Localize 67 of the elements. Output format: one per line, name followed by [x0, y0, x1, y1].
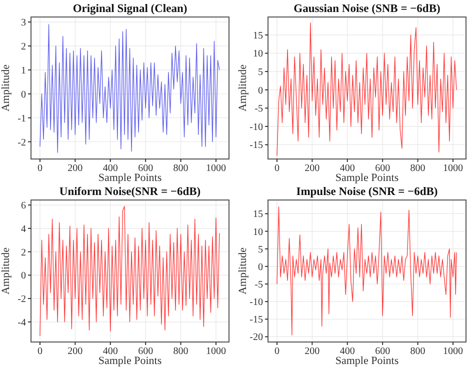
- y-axis-title: Amplitude: [0, 247, 12, 295]
- chart-title: Original Signal (Clean): [72, 3, 188, 15]
- y-tick-label: 0: [258, 85, 263, 96]
- x-tick-label: 0: [274, 346, 280, 357]
- x-tick-label: 1000: [206, 346, 226, 357]
- line-series: [40, 24, 220, 153]
- x-tick-label: 200: [68, 163, 83, 174]
- x-tick-label: 800: [173, 346, 188, 357]
- y-tick-label: 3: [21, 18, 26, 29]
- x-axis-title: Sample Points: [335, 355, 399, 367]
- y-tick-label: 10: [253, 226, 263, 238]
- x-tick-label: 400: [102, 346, 118, 357]
- y-tick-label: 4: [21, 224, 26, 235]
- y-tick-label: 10: [253, 48, 263, 60]
- y-tick-label: 0: [21, 89, 26, 100]
- x-tick-label: 600: [375, 163, 390, 174]
- y-tick-label: 2: [21, 247, 26, 258]
- x-tick-label: 200: [68, 346, 83, 357]
- x-tick-label: 0: [37, 163, 42, 174]
- y-tick-label: 0: [258, 262, 263, 273]
- chart-title: Impulse Noise (SNR = −6dB): [296, 186, 438, 198]
- y-tick-label: -5: [254, 280, 263, 291]
- y-tick-label: -20: [250, 332, 263, 344]
- x-axis-title: Sample Points: [98, 172, 162, 184]
- y-tick-label: 5: [258, 67, 263, 78]
- chart-title: Uniform Noise(SNR = −6dB): [59, 186, 201, 198]
- x-tick-label: 800: [410, 346, 426, 357]
- x-axis-title: Sample Points: [98, 355, 162, 367]
- y-tick-label: -15: [250, 140, 263, 152]
- chart-title: Gaussian Noise (SNB = −6dB): [294, 3, 440, 15]
- y-tick-label: -10: [250, 122, 263, 133]
- y-tick-label: 15: [253, 209, 263, 220]
- y-tick-label: -2: [18, 294, 26, 306]
- x-tick-label: 0: [274, 163, 280, 174]
- x-tick-label: 800: [173, 163, 188, 174]
- y-tick-label: -5: [254, 104, 263, 115]
- y-tick-label: -2: [18, 137, 26, 148]
- y-axis-title: Amplitude: [237, 247, 249, 295]
- y-tick-label: -15: [250, 314, 263, 326]
- y-tick-label: -10: [250, 297, 263, 308]
- x-tick-label: 800: [410, 163, 426, 174]
- x-tick-label: 1000: [442, 163, 463, 174]
- x-tick-label: 400: [340, 346, 355, 357]
- y-axis-title: Amplitude: [237, 64, 249, 112]
- x-tick-label: 600: [375, 346, 390, 357]
- y-axis-title: Amplitude: [0, 64, 12, 112]
- x-tick-label: 1000: [442, 346, 463, 357]
- y-tick-label: 6: [21, 200, 26, 212]
- y-tick-label: 0: [21, 270, 26, 282]
- x-tick-label: 200: [304, 163, 320, 174]
- y-tick-label: -4: [18, 317, 26, 328]
- line-series: [276, 206, 457, 336]
- x-tick-label: 0: [37, 346, 42, 357]
- x-tick-label: 200: [304, 346, 320, 357]
- line-series: [40, 206, 220, 336]
- y-tick-label: -1: [18, 113, 26, 124]
- line-series: [276, 22, 457, 156]
- x-tick-label: 1000: [206, 163, 226, 174]
- x-tick-label: 400: [340, 163, 355, 174]
- y-tick-label: 2: [21, 41, 26, 52]
- y-tick-label: 5: [258, 244, 263, 256]
- x-tick-label: 600: [138, 346, 154, 357]
- x-axis-title: Sample Points: [335, 172, 399, 184]
- x-tick-label: 400: [102, 163, 118, 174]
- y-tick-label: 15: [253, 30, 263, 42]
- x-tick-label: 600: [138, 163, 154, 174]
- y-tick-label: 1: [21, 65, 26, 76]
